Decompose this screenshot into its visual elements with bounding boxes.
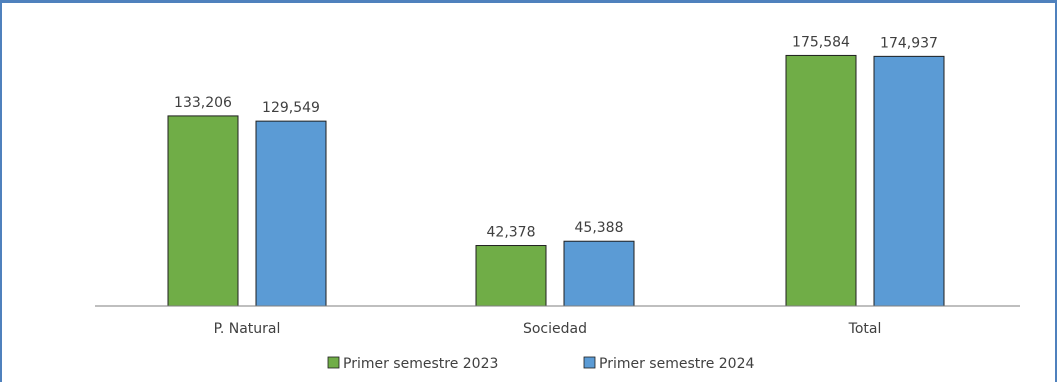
category-label: Total bbox=[848, 321, 882, 337]
legend: Primer semestre 2023 Primer semestre 2024 bbox=[327, 356, 754, 372]
value-label: 45,388 bbox=[575, 220, 624, 236]
bar-p-natural-series-2 bbox=[255, 120, 327, 307]
value-label: 129,549 bbox=[262, 100, 320, 116]
legend-label-series-1: Primer semestre 2023 bbox=[343, 356, 498, 372]
bar-total-series-1 bbox=[785, 54, 857, 307]
category-labels-group: P. Natural Sociedad Total bbox=[214, 321, 882, 337]
category-label: Sociedad bbox=[523, 321, 587, 337]
bar-sociedad-series-1 bbox=[475, 245, 547, 307]
value-label: 42,378 bbox=[487, 225, 536, 241]
value-labels-group: 133,206 129,549 42,378 45,388 175,584 174,937 bbox=[174, 34, 938, 240]
value-label: 175,584 bbox=[792, 34, 850, 50]
bar-total-series-2 bbox=[873, 55, 945, 307]
legend-label-series-2: Primer semestre 2024 bbox=[599, 356, 754, 372]
legend-swatch-series-1 bbox=[327, 356, 340, 369]
bar-sociedad-series-2 bbox=[563, 240, 635, 307]
category-label: P. Natural bbox=[214, 321, 281, 337]
bars-group bbox=[167, 54, 945, 307]
legend-swatch-series-2 bbox=[583, 356, 596, 369]
bar-p-natural-series-1 bbox=[167, 115, 239, 307]
value-label: 133,206 bbox=[174, 95, 232, 111]
value-label: 174,937 bbox=[880, 35, 938, 51]
